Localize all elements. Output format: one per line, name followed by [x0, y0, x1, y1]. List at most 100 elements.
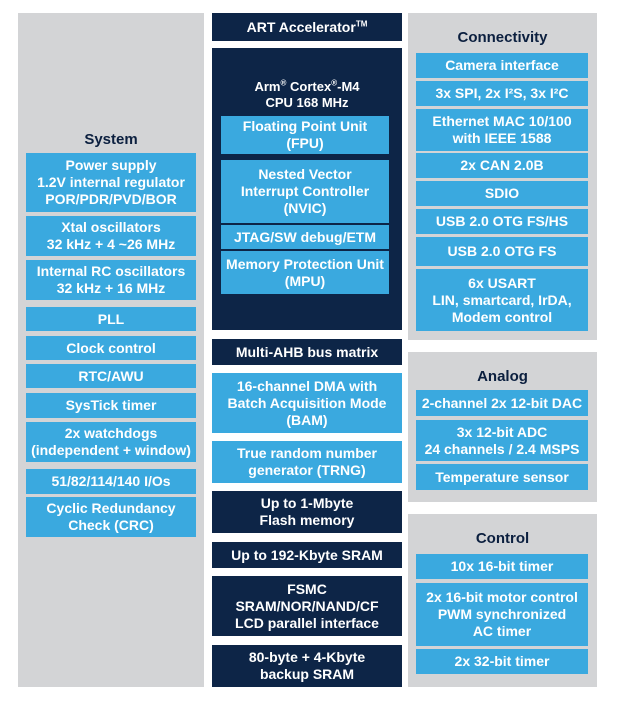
cpu-unit-fpu: Floating Point Unit (FPU): [221, 116, 389, 154]
analog-block-temperature-sensor: Temperature sensor: [416, 464, 588, 490]
backup-sram-block-line-1: 80-byte + 4-Kbyte: [248, 649, 366, 665]
system-block-watchdogs-line-2: (independent + window): [31, 442, 191, 458]
connectivity-block-usb-otg-fs-hs: USB 2.0 OTG FS/HS: [416, 209, 588, 234]
cpu-unit-mpu-line-2: (MPU): [284, 272, 326, 289]
art-trademark: TM: [355, 18, 368, 28]
system-block-rtc-awu-line-1: RTC/AWU: [78, 367, 144, 384]
dma-block-line-1: 16-channel DMA with: [236, 377, 378, 394]
system-block-systick-timer-line-1: SysTick timer: [65, 397, 157, 413]
sram-block: Up to 192-Kbyte SRAM: [212, 542, 402, 568]
system-block-systick-timer: SysTick timer: [26, 393, 196, 418]
fsmc-block-line-1: FSMC: [287, 580, 327, 597]
system-block-io-ports: 51/82/114/140 I/Os: [26, 469, 196, 494]
system-block-xtal-oscillators-line-2: 32 kHz + 4 ~26 MHz: [46, 236, 176, 252]
backup-sram-block-line-2: backup SRAM: [259, 666, 355, 682]
system-block-crc-line-2: Check (CRC): [68, 517, 154, 533]
connectivity-block-usart-line-2: LIN, smartcard, IrDA,: [432, 291, 572, 308]
control-block-16bit-timer-line-1: 10x 16-bit timer: [450, 558, 554, 574]
connectivity-block-usb-otg-fs-line-1: USB 2.0 OTG FS: [447, 243, 557, 259]
connectivity-block-camera: Camera interface: [416, 53, 588, 78]
connectivity-block-ethernet-line-1: Ethernet MAC 10/100: [432, 113, 572, 129]
connectivity-title: Connectivity: [457, 29, 548, 46]
art-accelerator-block: ART AcceleratorTM: [212, 13, 402, 41]
cpu-unit-fpu-line-2: (FPU): [286, 135, 324, 151]
analog-block-adc: 3x 12-bit ADC 24 channels / 2.4 MSPS: [416, 420, 588, 461]
control-block-motor-control-timer: 2x 16-bit motor control PWM synchronized A…: [416, 583, 588, 646]
system-block-pll: PLL: [26, 307, 196, 331]
cpu-frequency: CPU 168 MHz: [265, 95, 349, 110]
connectivity-block-can-line-1: 2x CAN 2.0B: [460, 157, 544, 173]
fsmc-block-line-2: SRAM/NOR/NAND/CF: [235, 597, 379, 614]
connectivity-block-can: 2x CAN 2.0B: [416, 153, 588, 178]
cpu-unit-mpu: Memory Protection Unit (MPU): [221, 251, 389, 294]
system-block-xtal-oscillators: Xtal oscillators 32 kHz + 4 ~26 MHz: [26, 216, 196, 256]
fsmc-block: FSMC SRAM/NOR/NAND/CF LCD parallel interfa…: [212, 576, 402, 636]
flash-memory-block-line-2: Flash memory: [259, 512, 355, 528]
analog-block-dac-line-1: 2-channel 2x 12-bit DAC: [421, 394, 583, 411]
cpu-unit-nvic-line-1: Nested Vector: [258, 166, 352, 182]
cpu-unit-jtag-debug: JTAG/SW debug/ETM: [221, 225, 389, 249]
connectivity-block-camera-line-1: Camera interface: [445, 57, 559, 73]
system-block-pll-line-1: PLL: [97, 310, 125, 327]
connectivity-block-usb-otg-fs-hs-line-1: USB 2.0 OTG FS/HS: [435, 213, 569, 229]
connectivity-block-usart-line-1: 6x USART: [468, 274, 536, 291]
system-block-clock-control-line-1: Clock control: [66, 339, 156, 356]
analog-block-adc-line-2: 24 channels / 2.4 MSPS: [424, 440, 580, 457]
system-block-power-supply-line-3: POR/PDR/PVD/BOR: [45, 191, 177, 207]
system-block-clock-control: Clock control: [26, 336, 196, 360]
system-block-xtal-oscillators-line-1: Xtal oscillators: [61, 219, 161, 235]
art-label: ART Accelerator: [246, 18, 356, 35]
dma-block: 16-channel DMA with Batch Acquisition Mod…: [212, 373, 402, 433]
cpu-unit-mpu-line-1: Memory Protection Unit: [226, 255, 384, 272]
analog-block-temperature-sensor-line-1: Temperature sensor: [435, 468, 569, 485]
dma-block-line-2: Batch Acquisition Mode: [227, 394, 387, 411]
system-block-internal-rc-oscillators-line-1: Internal RC oscillators: [36, 263, 186, 279]
control-block-motor-control-timer-line-3: AC timer: [472, 623, 532, 639]
system-block-internal-rc-oscillators-line-2: 32 kHz + 16 MHz: [56, 280, 166, 296]
control-block-16bit-timer: 10x 16-bit timer: [416, 554, 588, 579]
trng-block-line-1: True random number: [236, 445, 378, 461]
system-block-io-ports-line-1: 51/82/114/140 I/Os: [51, 473, 171, 489]
cpu-heading: Arm® Cortex®-M4 CPU 168 MHz: [212, 79, 402, 111]
connectivity-block-usart: 6x USART LIN, smartcard, IrDA, Modem contr…: [416, 269, 588, 331]
trng-block: True random number generator (TRNG): [212, 441, 402, 483]
system-block-power-supply: Power supply 1.2V internal regulator POR/P…: [26, 153, 196, 212]
system-block-rtc-awu: RTC/AWU: [26, 364, 196, 388]
connectivity-block-ethernet-line-2: with IEEE 1588: [452, 130, 552, 146]
cpu-unit-jtag-debug-line-1: JTAG/SW debug/ETM: [233, 228, 377, 245]
cpu-unit-fpu-line-1: Floating Point Unit: [242, 118, 368, 134]
cpu-unit-nvic: Nested Vector Interrupt Controller (NVIC): [221, 160, 389, 223]
bus-matrix-block: Multi-AHB bus matrix: [212, 339, 402, 365]
cpu-unit-nvic-line-2: Interrupt Controller: [240, 183, 370, 199]
system-block-watchdogs: 2x watchdogs (independent + window): [26, 422, 196, 462]
control-block-32bit-timer: 2x 32-bit timer: [416, 649, 588, 674]
analog-title: Analog: [477, 368, 528, 385]
connectivity-block-usb-otg-fs: USB 2.0 OTG FS: [416, 237, 588, 266]
system-block-internal-rc-oscillators: Internal RC oscillators 32 kHz + 16 MHz: [26, 260, 196, 300]
system-block-power-supply-line-2: 1.2V internal regulator: [37, 174, 185, 190]
connectivity-block-sdio-line-1: SDIO: [484, 185, 520, 201]
control-block-32bit-timer-line-1: 2x 32-bit timer: [454, 653, 550, 669]
analog-block-adc-line-1: 3x 12-bit ADC: [456, 423, 548, 440]
connectivity-block-spi-i2s-i2c-line-1: 3x SPI, 2x I²S, 3x I²C: [435, 85, 569, 101]
control-block-motor-control-timer-line-2: PWM synchronized: [437, 606, 567, 622]
system-block-crc: Cyclic Redundancy Check (CRC): [26, 497, 196, 537]
connectivity-block-ethernet: Ethernet MAC 10/100 with IEEE 1588: [416, 109, 588, 151]
dma-block-line-3: (BAM): [286, 411, 328, 428]
analog-block-dac: 2-channel 2x 12-bit DAC: [416, 390, 588, 416]
system-title: System: [84, 131, 138, 148]
cpu-unit-nvic-line-3: (NVIC): [283, 200, 327, 216]
connectivity-block-spi-i2s-i2c: 3x SPI, 2x I²S, 3x I²C: [416, 81, 588, 106]
trng-block-line-2: generator (TRNG): [248, 462, 366, 478]
fsmc-block-line-3: LCD parallel interface: [235, 614, 379, 631]
backup-sram-block: 80-byte + 4-Kbyte backup SRAM: [212, 645, 402, 687]
flash-memory-block-line-1: Up to 1-Mbyte: [260, 495, 354, 511]
system-block-watchdogs-line-1: 2x watchdogs: [64, 425, 158, 441]
system-block-crc-line-1: Cyclic Redundancy: [46, 500, 176, 516]
control-block-motor-control-timer-line-1: 2x 16-bit motor control: [426, 589, 578, 605]
system-block-power-supply-line-1: Power supply: [65, 157, 157, 173]
control-title: Control: [475, 530, 530, 547]
flash-memory-block: Up to 1-Mbyte Flash memory: [212, 491, 402, 533]
connectivity-block-usart-line-3: Modem control: [451, 308, 553, 325]
connectivity-block-sdio: SDIO: [416, 181, 588, 206]
